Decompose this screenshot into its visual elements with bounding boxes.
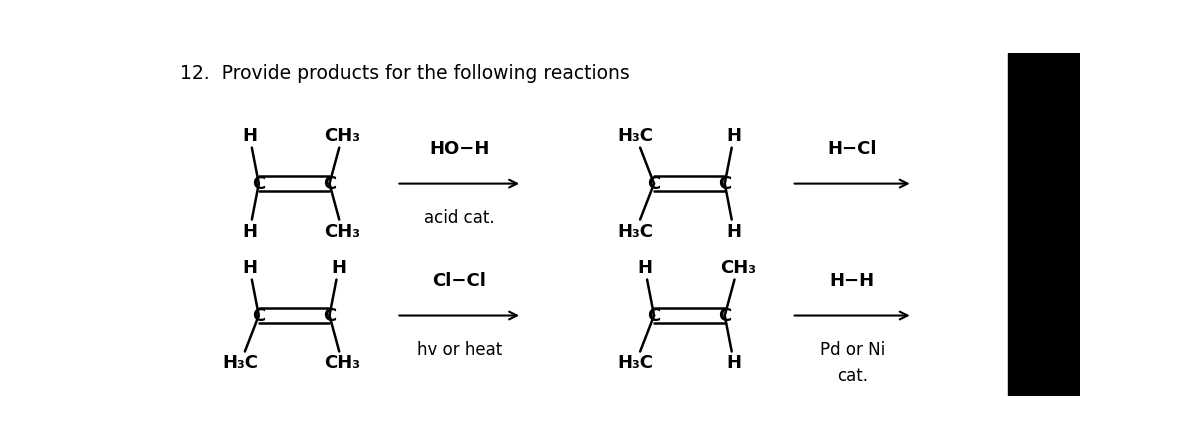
Text: H: H bbox=[637, 259, 653, 276]
Text: Cl−Cl: Cl−Cl bbox=[432, 272, 486, 290]
Text: C: C bbox=[718, 174, 731, 193]
Text: H: H bbox=[242, 222, 257, 241]
Text: CH₃: CH₃ bbox=[324, 222, 360, 241]
Text: H−Cl: H−Cl bbox=[827, 140, 877, 158]
Text: C: C bbox=[718, 307, 731, 324]
Text: H₃C: H₃C bbox=[618, 222, 654, 241]
Text: H₃C: H₃C bbox=[222, 355, 258, 372]
Text: H: H bbox=[726, 222, 742, 241]
Text: C: C bbox=[323, 307, 336, 324]
Text: H: H bbox=[726, 355, 742, 372]
Text: H−H: H−H bbox=[829, 272, 875, 290]
Text: CH₃: CH₃ bbox=[720, 259, 756, 276]
Text: C: C bbox=[323, 174, 336, 193]
Text: HO−H: HO−H bbox=[430, 140, 490, 158]
Text: H: H bbox=[726, 127, 742, 145]
Text: acid cat.: acid cat. bbox=[424, 209, 494, 227]
Text: H₃C: H₃C bbox=[618, 127, 654, 145]
Text: H₃C: H₃C bbox=[618, 355, 654, 372]
Text: H: H bbox=[242, 127, 257, 145]
Text: CH₃: CH₃ bbox=[324, 355, 360, 372]
Text: 12.  Provide products for the following reactions: 12. Provide products for the following r… bbox=[180, 64, 630, 83]
Bar bbox=[1008, 53, 1080, 396]
Text: C: C bbox=[648, 307, 661, 324]
Text: C: C bbox=[252, 307, 265, 324]
Text: Pd or Ni: Pd or Ni bbox=[820, 341, 884, 359]
Text: CH₃: CH₃ bbox=[324, 127, 360, 145]
Text: cat.: cat. bbox=[836, 367, 868, 385]
Text: C: C bbox=[252, 174, 265, 193]
Text: C: C bbox=[648, 174, 661, 193]
Text: H: H bbox=[242, 259, 257, 276]
Text: H: H bbox=[331, 259, 347, 276]
Text: hv or heat: hv or heat bbox=[416, 341, 502, 359]
